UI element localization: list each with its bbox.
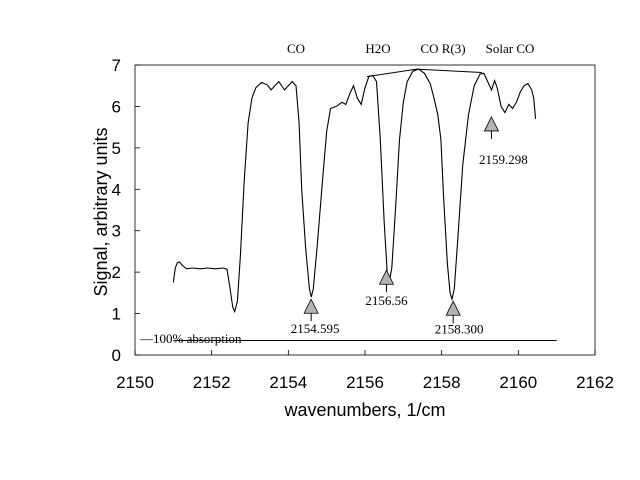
x-axis-ticks: 2150 2152 2154 2156 2158 2160 2162: [116, 350, 614, 392]
peak-arrow-icon: [303, 298, 319, 314]
y-tick-label: 4: [112, 180, 121, 199]
x-tick-label: 2160: [499, 373, 537, 392]
top-label-h2o: H2O: [365, 41, 390, 56]
top-label-co-r3: CO R(3): [420, 41, 465, 56]
x-tick-label: 2158: [423, 373, 461, 392]
plot-frame: [134, 64, 596, 356]
peak-arrow-icon: [445, 300, 461, 316]
peak-label: 2158.300: [435, 321, 484, 336]
top-label-solar-co: Solar CO: [486, 41, 535, 56]
peak-arrow-icon: [483, 116, 500, 132]
x-axis-title: wavenumbers, 1/cm: [283, 400, 445, 420]
peak-label: 2156.56: [365, 293, 408, 308]
baseline-label: —100% absorption: [139, 331, 242, 346]
y-tick-label: 5: [112, 139, 121, 158]
y-tick-label: 0: [112, 346, 121, 365]
y-tick-label: 3: [112, 222, 121, 241]
x-tick-label: 2154: [269, 373, 307, 392]
top-label-co: CO: [287, 41, 305, 56]
x-tick-label: 2150: [116, 373, 154, 392]
x-tick-label: 2152: [193, 373, 231, 392]
envelope-line: [366, 68, 482, 78]
peak-label: 2159.298: [479, 152, 528, 167]
peak-label: 2154.595: [291, 321, 340, 336]
y-tick-label: 6: [112, 97, 121, 116]
peak-annotations: 2154.595 2156.56 2158.300 2159.298: [291, 116, 528, 336]
y-axis-title: Signal, arbitrary units: [91, 127, 111, 296]
plot-area: [134, 64, 596, 356]
y-tick-label: 1: [112, 305, 121, 324]
x-tick-label: 2162: [576, 373, 614, 392]
spectrum-line: [172, 68, 537, 314]
y-tick-label: 7: [112, 56, 121, 75]
y-axis-ticks: 0 1 2 3 4 5 6 7: [112, 56, 140, 365]
x-tick-label: 2156: [346, 373, 384, 392]
y-tick-label: 2: [112, 263, 121, 282]
